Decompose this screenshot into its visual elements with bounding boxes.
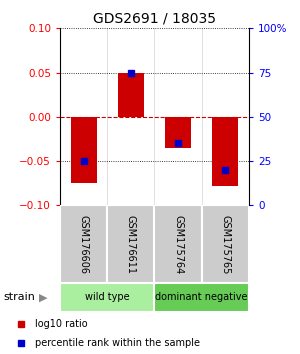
Text: dominant negative: dominant negative bbox=[155, 292, 248, 302]
Bar bbox=[154, 205, 202, 283]
Bar bbox=[165, 117, 191, 148]
Bar bbox=[202, 205, 249, 283]
Bar bbox=[70, 117, 97, 183]
Text: strain: strain bbox=[3, 292, 35, 302]
Bar bbox=[212, 117, 238, 186]
Bar bbox=[60, 283, 154, 312]
Text: log10 ratio: log10 ratio bbox=[35, 319, 88, 329]
Text: GSM176611: GSM176611 bbox=[126, 215, 136, 274]
Text: ▶: ▶ bbox=[39, 292, 47, 302]
Text: GSM175764: GSM175764 bbox=[173, 215, 183, 274]
Text: GSM176606: GSM176606 bbox=[79, 215, 88, 274]
Text: wild type: wild type bbox=[85, 292, 130, 302]
Text: percentile rank within the sample: percentile rank within the sample bbox=[35, 338, 200, 348]
Bar bbox=[154, 283, 249, 312]
Text: GSM175765: GSM175765 bbox=[220, 215, 230, 274]
Title: GDS2691 / 18035: GDS2691 / 18035 bbox=[93, 12, 216, 26]
Bar bbox=[60, 205, 107, 283]
Bar bbox=[118, 73, 144, 117]
Bar bbox=[107, 205, 154, 283]
